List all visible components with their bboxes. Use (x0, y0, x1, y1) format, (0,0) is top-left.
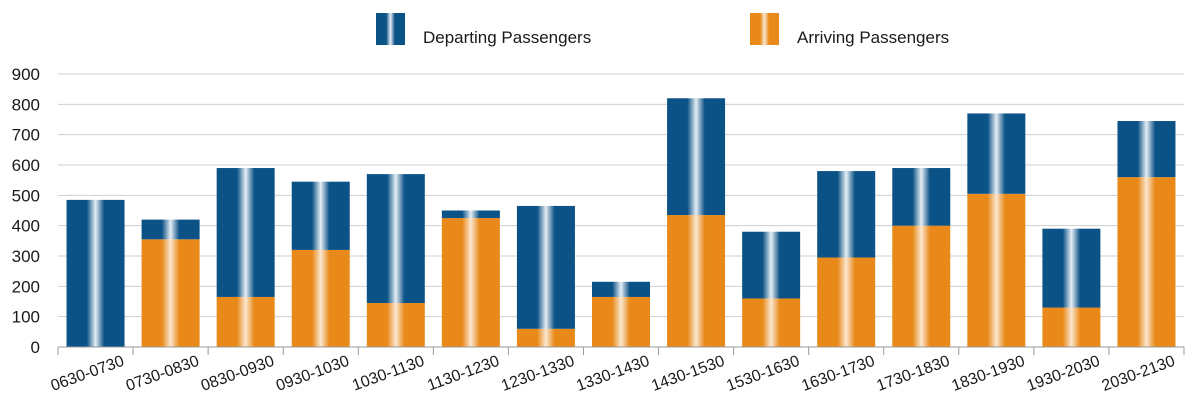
bar-departing-passengers-2030-2130 (1117, 121, 1176, 178)
y-tick-label: 800 (12, 95, 40, 114)
x-category-label: 1830-1930 (950, 353, 1028, 395)
x-category-label: 1530-1630 (724, 353, 802, 395)
x-category-label: 2030-2130 (1100, 353, 1178, 395)
bar-arriving-passengers-1230-1330 (516, 328, 575, 347)
bar-arriving-passengers-1830-1930 (967, 193, 1026, 347)
bar-arriving-passengers-1030-1130 (366, 303, 425, 347)
bar-departing-passengers-1330-1430 (592, 281, 650, 297)
bar-departing-passengers-1530-1630 (742, 231, 801, 299)
bar-departing-passengers-1030-1130 (366, 174, 425, 304)
legend-swatch-arriving-passengers (750, 13, 779, 45)
x-category-label: 1930-2030 (1025, 353, 1103, 395)
x-category-label: 1230-1330 (499, 353, 577, 395)
bar-arriving-passengers-1330-1430 (592, 296, 650, 347)
legend-label-arriving-passengers: Arriving Passengers (797, 28, 949, 47)
legend-swatch-departing-passengers (376, 13, 405, 45)
x-category-label: 1130-1230 (425, 353, 502, 395)
legend: Departing Passengers Arriving Passengers (376, 13, 949, 47)
bar-arriving-passengers-2030-2130 (1117, 177, 1176, 347)
bar-departing-passengers-1630-1730 (817, 171, 876, 258)
y-tick-label: 900 (12, 65, 40, 84)
y-tick-label: 600 (12, 156, 40, 175)
x-category-label: 0630-0730 (49, 353, 127, 395)
legend-label-departing-passengers: Departing Passengers (423, 28, 591, 47)
bars (66, 98, 1176, 347)
bar-arriving-passengers-1630-1730 (817, 257, 876, 347)
bar-arriving-passengers-0930-1030 (291, 249, 350, 347)
x-axis: 0630-07300730-08300830-09300930-10301030… (49, 346, 1185, 395)
bar-arriving-passengers-1130-1230 (441, 218, 500, 347)
bar-departing-passengers-1930-2030 (1042, 228, 1101, 308)
x-category-label: 1730-1830 (874, 353, 952, 395)
bar-departing-passengers-0730-0830 (141, 219, 200, 240)
bar-departing-passengers-0830-0930 (216, 168, 275, 297)
bar-departing-passengers-0630-0730 (66, 199, 125, 347)
x-category-label: 1630-1730 (799, 353, 877, 395)
bar-departing-passengers-1830-1930 (967, 113, 1026, 194)
bar-arriving-passengers-1430-1530 (667, 215, 726, 347)
bar-arriving-passengers-1930-2030 (1042, 307, 1101, 347)
y-tick-label: 100 (12, 308, 40, 327)
y-tick-label: 300 (12, 247, 40, 266)
x-category-label: 1030-1130 (350, 353, 427, 395)
bar-departing-passengers-1730-1830 (892, 168, 951, 226)
y-axis: 0 100 200 300 400 500 600 700 800 900 (12, 65, 40, 357)
bar-arriving-passengers-0830-0930 (216, 296, 275, 347)
x-category-label: 1330-1430 (574, 353, 652, 395)
y-tick-label: 700 (12, 126, 40, 145)
y-tick-label: 200 (12, 277, 40, 296)
bar-arriving-passengers-1730-1830 (892, 225, 951, 347)
bar-arriving-passengers-0730-0830 (141, 239, 200, 347)
bar-departing-passengers-0930-1030 (291, 181, 350, 250)
x-category-label: 0830-0930 (199, 353, 277, 395)
bar-departing-passengers-1130-1230 (441, 210, 500, 219)
bar-arriving-passengers-1530-1630 (742, 298, 801, 347)
bar-departing-passengers-1230-1330 (516, 205, 575, 329)
bar-departing-passengers-1430-1530 (667, 98, 726, 216)
y-tick-label: 500 (12, 186, 40, 205)
y-tick-label: 400 (12, 217, 40, 236)
x-category-label: 1430-1530 (649, 353, 727, 395)
x-category-label: 0730-0830 (124, 353, 202, 395)
x-category-label: 0930-1030 (274, 353, 352, 395)
y-tick-label: 0 (31, 338, 40, 357)
